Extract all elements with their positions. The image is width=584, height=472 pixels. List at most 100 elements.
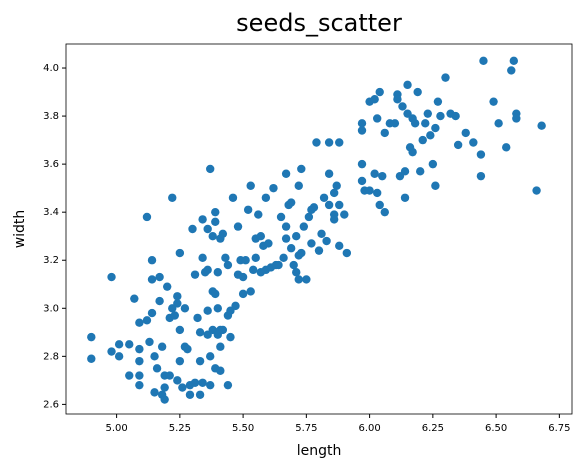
point: [289, 260, 298, 270]
point: [180, 304, 190, 313]
point: [246, 287, 255, 296]
point: [150, 388, 159, 397]
point: [423, 109, 432, 118]
point: [398, 102, 407, 111]
point: [431, 181, 440, 190]
point: [413, 87, 422, 97]
point: [221, 253, 230, 263]
point: [512, 114, 521, 123]
y-tick-label: 2.8: [43, 351, 59, 362]
point: [152, 364, 162, 373]
point: [249, 265, 258, 275]
point: [537, 121, 546, 130]
point: [380, 128, 389, 138]
point: [476, 150, 486, 159]
point: [281, 169, 291, 178]
point: [193, 313, 202, 323]
point: [329, 215, 339, 224]
x-tick-label: 5.75: [295, 423, 317, 434]
point: [297, 164, 306, 174]
point: [469, 138, 478, 147]
point: [453, 140, 463, 150]
point: [461, 128, 470, 138]
point: [155, 272, 164, 282]
point: [135, 356, 144, 366]
point: [400, 167, 410, 176]
point: [218, 229, 228, 239]
point: [238, 272, 248, 282]
point: [203, 265, 212, 275]
x-tick-label: 5.00: [105, 423, 127, 434]
point: [175, 325, 185, 335]
point: [213, 268, 222, 277]
point: [507, 66, 516, 75]
chart-title: seeds_scatter: [236, 9, 402, 37]
point: [532, 186, 541, 195]
point: [208, 232, 217, 241]
point: [421, 119, 430, 128]
point: [375, 200, 384, 210]
point: [299, 222, 309, 231]
point: [203, 306, 212, 315]
y-axis-label: width: [12, 210, 28, 249]
point: [218, 325, 228, 335]
point: [256, 232, 266, 241]
x-tick-label: 6.00: [358, 423, 380, 434]
point: [135, 318, 144, 327]
point: [286, 198, 296, 207]
point: [206, 380, 215, 390]
point: [142, 316, 152, 325]
point: [370, 95, 379, 104]
point: [173, 376, 182, 385]
point: [87, 332, 96, 342]
point: [223, 260, 233, 270]
y-tick-label: 4.0: [43, 63, 59, 74]
point: [370, 169, 379, 178]
point: [165, 371, 174, 380]
point: [188, 224, 197, 234]
point: [142, 212, 152, 222]
point: [246, 181, 255, 190]
point: [393, 95, 402, 104]
x-tick-label: 6.75: [548, 423, 570, 434]
point: [241, 256, 250, 265]
point: [157, 342, 167, 351]
point: [294, 275, 303, 284]
point: [216, 366, 225, 375]
point: [286, 244, 296, 253]
point: [160, 383, 169, 392]
point: [125, 371, 134, 380]
point: [408, 147, 417, 157]
x-tick-label: 6.50: [485, 423, 507, 434]
point: [302, 275, 311, 284]
point: [357, 176, 367, 186]
y-tick-label: 3.2: [43, 255, 59, 266]
point: [314, 246, 324, 255]
point: [403, 80, 412, 90]
y-tick-label: 3.6: [43, 159, 59, 170]
point: [294, 181, 303, 190]
point: [375, 87, 384, 97]
point: [175, 248, 185, 258]
point: [324, 138, 334, 147]
point: [185, 390, 195, 399]
point: [114, 352, 124, 361]
point: [312, 138, 321, 147]
point: [329, 188, 339, 198]
point: [428, 159, 438, 169]
y-tick-label: 3.4: [43, 207, 59, 218]
point: [476, 171, 486, 181]
point: [147, 275, 157, 284]
point: [502, 143, 511, 152]
point: [195, 356, 205, 366]
point: [228, 193, 238, 202]
point: [264, 239, 273, 248]
point: [175, 356, 185, 366]
point: [243, 205, 253, 214]
point: [190, 378, 200, 387]
point: [163, 282, 172, 291]
point: [251, 253, 260, 263]
point: [203, 224, 212, 234]
point: [155, 296, 164, 306]
